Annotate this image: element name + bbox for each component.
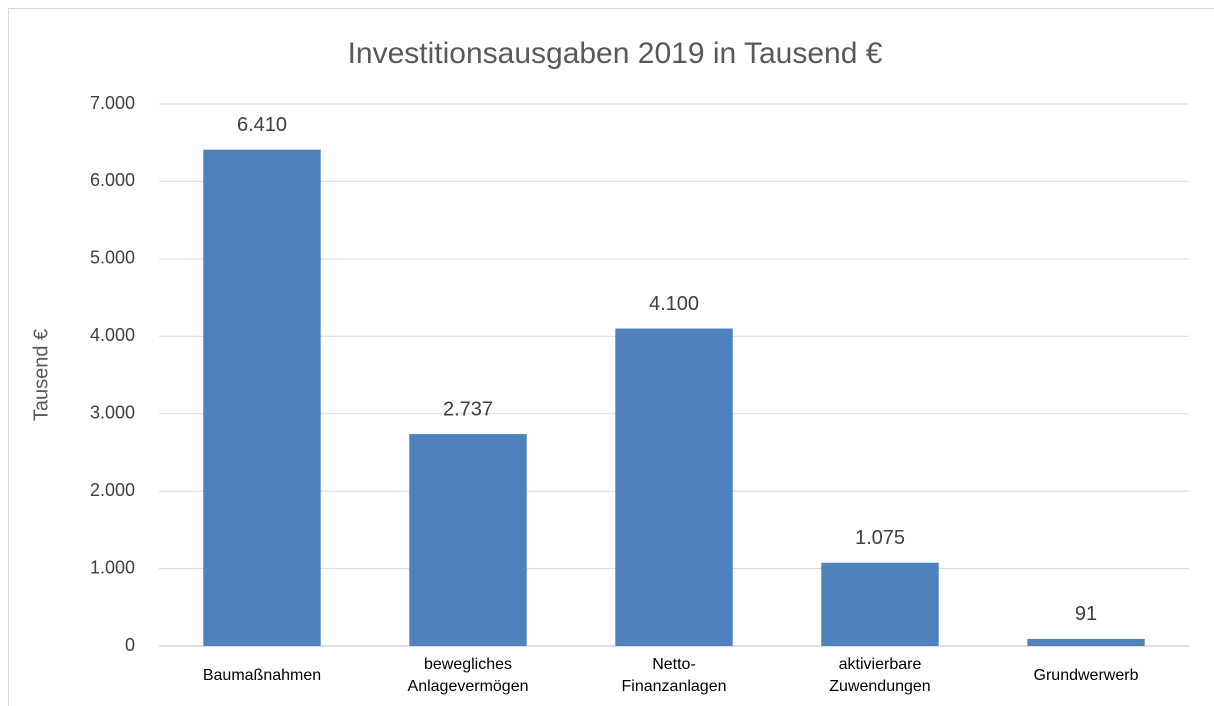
value-label: 1.075 <box>855 527 905 549</box>
value-label: 2.737 <box>443 398 493 420</box>
value-label: 6.410 <box>237 114 287 136</box>
bar <box>821 562 939 646</box>
value-label: 91 <box>1075 603 1097 625</box>
x-tick-label: Grundwerwerb <box>1034 667 1139 684</box>
y-tick-label: 5.000 <box>90 248 135 268</box>
bar <box>203 149 321 646</box>
x-tick-label: Netto-Finanzanlagen <box>622 656 727 695</box>
chart-border <box>8 8 1214 706</box>
y-tick-label: 2.000 <box>90 480 135 500</box>
bar <box>1027 638 1145 646</box>
x-tick-label: aktivierbare Zuwendungen <box>829 656 930 695</box>
y-tick-label: 7.000 <box>90 93 135 113</box>
y-tick-label: 1.000 <box>90 557 135 577</box>
bar <box>615 328 733 646</box>
y-tick-label: 6.000 <box>90 170 135 190</box>
y-axis-label: Tausend € <box>30 329 52 421</box>
chart-title: Investitionsausgaben 2019 in Tausend € <box>348 37 883 70</box>
y-tick-label: 4.000 <box>90 325 135 345</box>
x-tick-label: Baumaßnahmen <box>203 667 321 684</box>
x-tick-label: bewegliches Anlagevermögen <box>408 656 529 695</box>
y-tick-label: 3.000 <box>90 402 135 422</box>
value-label: 4.100 <box>649 293 699 315</box>
bar <box>409 434 527 646</box>
y-tick-label: 0 <box>125 635 135 655</box>
